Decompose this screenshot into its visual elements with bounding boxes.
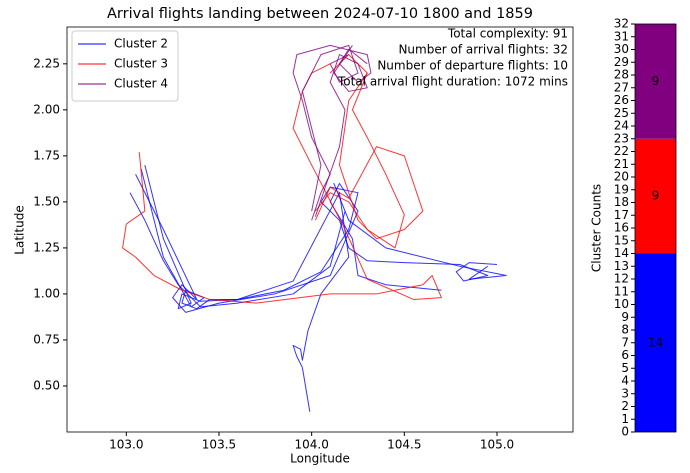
x-tick-label: 103.5 bbox=[202, 438, 236, 452]
flight-path bbox=[122, 63, 442, 304]
annotation: Number of arrival flights: 32 bbox=[398, 43, 568, 57]
x-axis-label: Longitude bbox=[290, 452, 350, 466]
y-tick-label: 16 bbox=[614, 221, 629, 235]
bar-value-label: 14 bbox=[648, 335, 663, 349]
y-tick-label: 28 bbox=[614, 68, 629, 82]
y-axis-label: Cluster Counts bbox=[590, 184, 604, 272]
y-tick-label: 13 bbox=[614, 259, 629, 273]
y-tick-label: 0 bbox=[621, 425, 629, 439]
y-tick-label: 30 bbox=[614, 42, 629, 56]
y-tick-label: 26 bbox=[614, 93, 629, 107]
x-tick-label: 103.0 bbox=[109, 438, 143, 452]
y-tick-label: 0.50 bbox=[33, 378, 60, 392]
y-tick-label: 12 bbox=[614, 272, 629, 286]
y-tick-label: 21 bbox=[614, 157, 629, 171]
flight-path bbox=[301, 44, 359, 212]
y-tick-label: 7 bbox=[621, 335, 629, 349]
bar-value-label: 9 bbox=[652, 74, 660, 88]
plot-frame bbox=[66, 26, 574, 433]
y-tick-label: 9 bbox=[621, 310, 629, 324]
flight-path bbox=[292, 44, 372, 221]
y-tick-label: 15 bbox=[614, 233, 629, 247]
y-tick-label: 18 bbox=[614, 195, 629, 209]
y-tick-label: 2.00 bbox=[33, 102, 60, 116]
flight-path bbox=[314, 45, 368, 217]
flight-path bbox=[140, 168, 498, 310]
y-tick-label: 25 bbox=[614, 106, 629, 120]
flight-path bbox=[314, 72, 424, 240]
y-tick-label: 2.25 bbox=[33, 56, 60, 70]
y-tick-label: 19 bbox=[614, 182, 629, 196]
legend-label: Cluster 2 bbox=[114, 37, 168, 51]
flight-path bbox=[314, 54, 405, 249]
y-tick-label: 1 bbox=[621, 412, 629, 426]
y-tick-label: 1.25 bbox=[33, 240, 60, 254]
bar-value-label: 9 bbox=[652, 189, 660, 203]
y-tick-label: 1.50 bbox=[33, 194, 60, 208]
annotation: Number of departure flights: 10 bbox=[377, 59, 568, 73]
y-tick-label: 23 bbox=[614, 131, 629, 145]
plot-area bbox=[122, 44, 507, 412]
y-tick-label: 24 bbox=[614, 119, 629, 133]
y-tick-label: 22 bbox=[614, 144, 629, 158]
annotation: Total complexity: 91 bbox=[447, 27, 568, 41]
y-tick-label: 0.75 bbox=[33, 332, 60, 346]
y-tick-label: 5 bbox=[621, 361, 629, 375]
flight-path bbox=[129, 182, 507, 308]
y-tick-label: 4 bbox=[621, 374, 629, 388]
x-tick-label: 104.0 bbox=[294, 438, 328, 452]
bar-segment bbox=[635, 253, 676, 432]
y-tick-label: 17 bbox=[614, 208, 629, 222]
chart-title: Arrival flights landing between 2024-07-… bbox=[107, 6, 533, 22]
y-tick-label: 8 bbox=[621, 323, 629, 337]
y-tick-label: 20 bbox=[614, 170, 629, 184]
legend-label: Cluster 4 bbox=[114, 77, 168, 91]
y-axis-label: Latitude bbox=[13, 205, 27, 254]
x-tick-label: 105.0 bbox=[480, 438, 514, 452]
bar-segment bbox=[635, 24, 676, 139]
y-tick-label: 31 bbox=[614, 29, 629, 43]
y-tick-label: 11 bbox=[614, 284, 629, 298]
y-tick-label: 32 bbox=[614, 17, 629, 31]
y-tick-label: 2 bbox=[621, 399, 629, 413]
y-tick-label: 1.75 bbox=[33, 148, 60, 162]
y-tick-label: 14 bbox=[614, 246, 629, 260]
y-tick-label: 1.00 bbox=[33, 286, 60, 300]
y-tick-label: 6 bbox=[621, 348, 629, 362]
y-tick-label: 29 bbox=[614, 55, 629, 69]
annotation: Total arrival flight duration: 1072 mins bbox=[337, 75, 568, 89]
flight-path bbox=[135, 174, 442, 313]
legend-label: Cluster 3 bbox=[114, 57, 168, 71]
y-tick-label: 3 bbox=[621, 386, 629, 400]
y-tick-label: 27 bbox=[614, 80, 629, 94]
x-tick-label: 104.5 bbox=[387, 438, 421, 452]
bar-segment bbox=[635, 138, 676, 254]
y-tick-label: 10 bbox=[614, 297, 629, 311]
